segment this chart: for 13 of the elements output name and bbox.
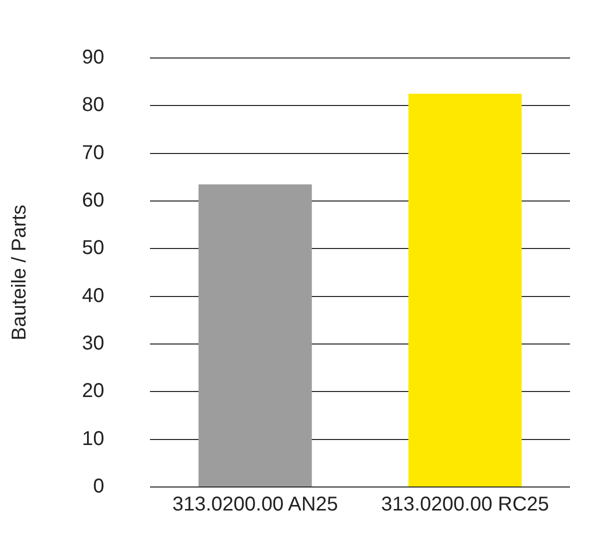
x-tick-label: 313.0200.00 RC25 xyxy=(381,494,550,516)
y-axis-title: Bauteile / Parts xyxy=(8,204,31,340)
y-tick-label: 0 xyxy=(93,476,104,498)
y-tick-label: 40 xyxy=(82,284,104,307)
y-tick-label: 50 xyxy=(82,237,104,260)
y-tick-label: 70 xyxy=(82,142,104,164)
y-tick-label: 30 xyxy=(82,332,104,355)
y-tick-label: 90 xyxy=(82,46,104,69)
y-tick-label: 80 xyxy=(82,94,104,116)
y-tick-label: 60 xyxy=(82,190,104,212)
y-tick-label: 20 xyxy=(82,380,104,402)
x-tick-label: 313.0200.00 AN25 xyxy=(172,494,338,516)
y-tick-label: 10 xyxy=(82,428,104,450)
